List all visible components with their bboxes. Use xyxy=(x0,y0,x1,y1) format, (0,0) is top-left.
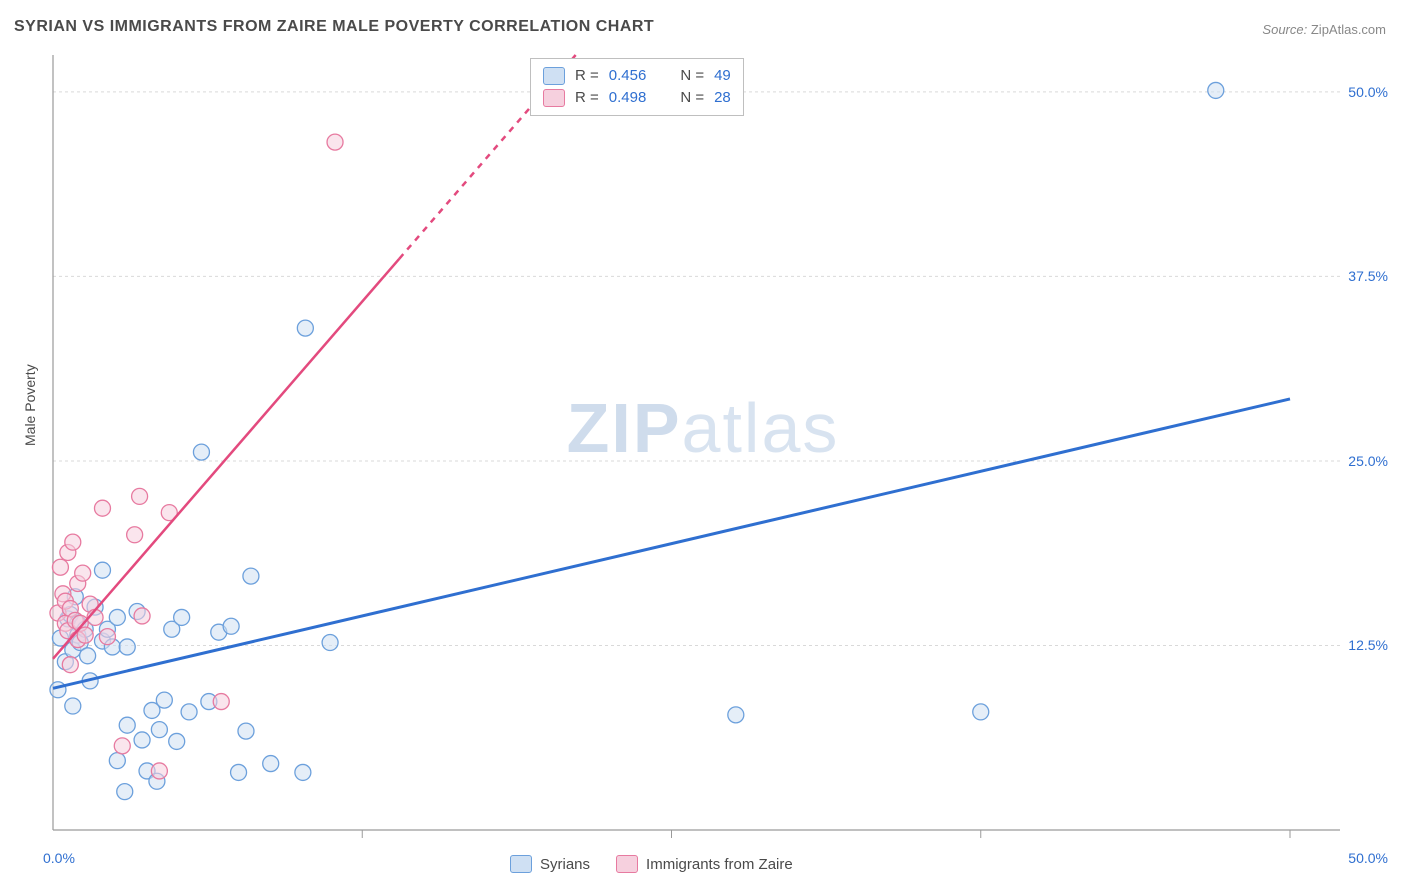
scatter-point xyxy=(213,694,229,710)
scatter-point xyxy=(263,756,279,772)
trend-line xyxy=(53,259,399,659)
x-tick-label-right: 50.0% xyxy=(1348,850,1388,866)
scatter-point xyxy=(65,534,81,550)
scatter-point xyxy=(238,723,254,739)
scatter-point xyxy=(75,565,91,581)
y-tick-label: 12.5% xyxy=(1348,637,1388,653)
scatter-chart xyxy=(0,0,1406,892)
scatter-point xyxy=(52,559,68,575)
scatter-point xyxy=(151,763,167,779)
legend-item: Syrians xyxy=(510,855,590,873)
scatter-point xyxy=(99,629,115,645)
trend-line xyxy=(53,399,1290,688)
scatter-point xyxy=(297,320,313,336)
stats-swatch xyxy=(543,67,565,85)
legend-swatch xyxy=(616,855,638,873)
scatter-point xyxy=(327,134,343,150)
scatter-point xyxy=(94,562,110,578)
scatter-point xyxy=(119,639,135,655)
scatter-point xyxy=(231,764,247,780)
scatter-point xyxy=(151,722,167,738)
legend-label: Syrians xyxy=(540,856,590,873)
legend-label: Immigrants from Zaire xyxy=(646,856,793,873)
x-tick-label-left: 0.0% xyxy=(43,850,75,866)
scatter-point xyxy=(132,488,148,504)
legend-container: Syrians Immigrants from Zaire xyxy=(510,855,793,873)
y-tick-label: 25.0% xyxy=(1348,453,1388,469)
scatter-point xyxy=(62,657,78,673)
scatter-point xyxy=(156,692,172,708)
scatter-point xyxy=(181,704,197,720)
scatter-point xyxy=(1208,82,1224,98)
stats-row: R =0.498N =28 xyxy=(543,87,731,109)
scatter-point xyxy=(134,732,150,748)
scatter-point xyxy=(50,682,66,698)
scatter-point xyxy=(295,764,311,780)
stats-row: R =0.456N =49 xyxy=(543,65,731,87)
y-tick-label: 50.0% xyxy=(1348,84,1388,100)
scatter-point xyxy=(94,500,110,516)
scatter-point xyxy=(243,568,259,584)
scatter-point xyxy=(119,717,135,733)
scatter-point xyxy=(223,618,239,634)
scatter-point xyxy=(193,444,209,460)
stats-swatch xyxy=(543,89,565,107)
scatter-point xyxy=(322,635,338,651)
scatter-point xyxy=(65,698,81,714)
scatter-point xyxy=(80,648,96,664)
legend-swatch xyxy=(510,855,532,873)
scatter-point xyxy=(169,733,185,749)
scatter-point xyxy=(728,707,744,723)
scatter-point xyxy=(174,609,190,625)
scatter-point xyxy=(973,704,989,720)
scatter-point xyxy=(134,608,150,624)
scatter-point xyxy=(127,527,143,543)
y-tick-label: 37.5% xyxy=(1348,268,1388,284)
scatter-point xyxy=(117,784,133,800)
scatter-point xyxy=(109,753,125,769)
scatter-point xyxy=(114,738,130,754)
legend-item: Immigrants from Zaire xyxy=(616,855,793,873)
scatter-point xyxy=(109,609,125,625)
correlation-stats-box: R =0.456N =49R =0.498N =28 xyxy=(530,58,744,116)
